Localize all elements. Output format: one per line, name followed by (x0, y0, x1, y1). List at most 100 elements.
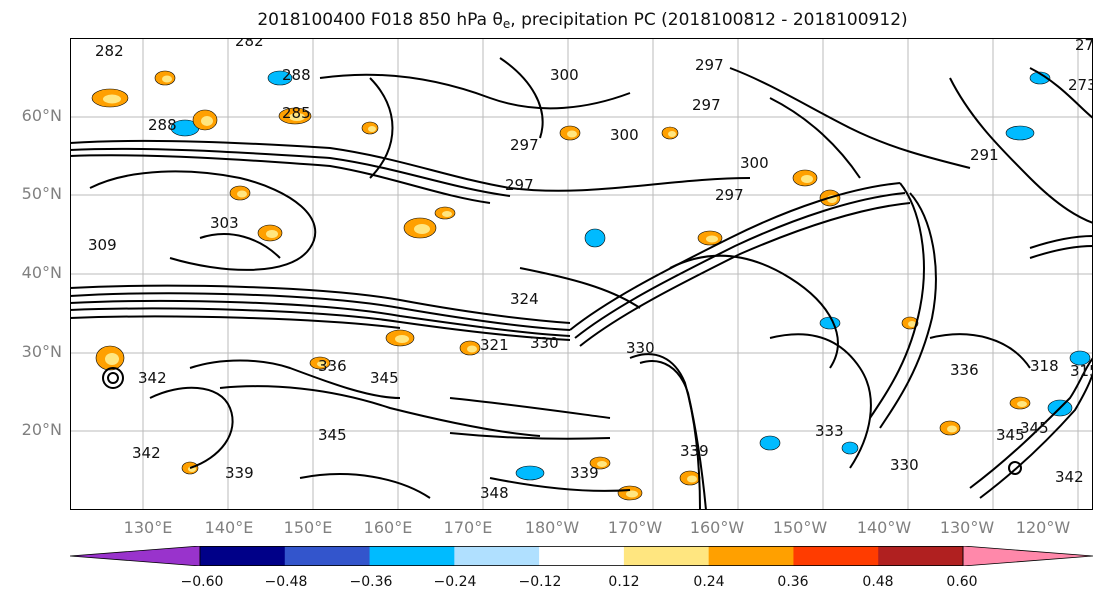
contour-label: 345 (318, 426, 347, 444)
contour-line (929, 333, 1031, 369)
contour-label: 297 (505, 176, 534, 194)
colorbar-tick: −0.60 (180, 574, 224, 590)
contour-line (769, 333, 872, 469)
contour-line (569, 182, 901, 331)
colorbar-extend-low (70, 546, 201, 566)
lat-label-60n: 60°N (21, 106, 62, 125)
precip-patch-core (395, 335, 409, 343)
contour-label: 336 (318, 357, 347, 375)
contour-label: 300 (610, 126, 639, 144)
contour-line (299, 473, 431, 499)
contour-line (199, 233, 281, 259)
precip-patch-core (442, 211, 452, 217)
lon-label-170e: 170°E (443, 518, 493, 537)
contour-line (70, 147, 511, 197)
contour-closed (102, 367, 124, 389)
contour-label: 309 (88, 236, 117, 254)
precip-patch-core (103, 94, 121, 104)
contour-line (769, 97, 861, 179)
colorbar-bin (878, 546, 964, 566)
precip-patch (1029, 71, 1051, 85)
contour-label: 342 (138, 369, 167, 387)
colorbar-tick: 0.24 (693, 574, 725, 590)
precip-patch (267, 70, 293, 86)
contour-line (449, 397, 611, 419)
lat-label-30n: 30°N (21, 342, 62, 361)
contour-label: 345 (370, 369, 399, 387)
contour-label: 330 (890, 456, 919, 474)
contour-label: 297 (695, 56, 724, 74)
precip-patch-core (597, 461, 607, 467)
contour-line (70, 154, 491, 204)
contour-line (70, 299, 571, 337)
colorbar-bin (284, 546, 371, 566)
contour-label: 300 (550, 66, 579, 84)
precip-patch-core (626, 490, 638, 498)
precip-patch-core (908, 321, 916, 327)
colorbar-tick: 0.60 (946, 574, 978, 590)
precip-patch-core (687, 475, 697, 483)
contour-line (499, 57, 544, 139)
contour-line (869, 182, 925, 419)
colorbar-bin (793, 546, 879, 566)
colorbar-tick: 0.12 (608, 574, 640, 590)
contour-line (149, 386, 234, 469)
contour-label: 342 (1055, 468, 1084, 486)
precip-patch-core (414, 224, 430, 234)
colorbar-tick: 0.48 (862, 574, 894, 590)
contour-line (1029, 67, 1093, 119)
contour-label: 303 (210, 214, 239, 232)
contour-label: 333 (815, 422, 844, 440)
colorbar-tick: 0.36 (777, 574, 809, 590)
contour-label: 339 (570, 464, 599, 482)
contour-label: 300 (740, 154, 769, 172)
lon-label-180w: 180°W (524, 518, 580, 537)
contour-line (729, 67, 971, 169)
lon-label-150e: 150°E (283, 518, 333, 537)
precip-patch (841, 441, 859, 455)
colorbar-bin (708, 546, 794, 566)
contour-label: 285 (282, 104, 311, 122)
contour-closed (1008, 461, 1022, 475)
colorbar-bin (200, 546, 286, 566)
contour-line (89, 170, 317, 271)
lon-label-130w: 130°W (939, 518, 995, 537)
lon-label-120w: 120°W (1015, 518, 1071, 537)
map-title: 2018100400 F018 850 hPa θe, precipitatio… (257, 10, 908, 31)
lon-label-140e: 140°E (204, 518, 254, 537)
colorbar-bin (539, 546, 625, 566)
precip-patch (515, 465, 545, 481)
theta-e-contours (70, 57, 1093, 510)
contour-labels: 282 282 288 288 285 297 300 300 297 297 300 291 273 2… (88, 38, 1093, 502)
contour-line (70, 284, 571, 324)
contour-line (879, 192, 937, 429)
contour-label: 276 (1075, 38, 1093, 54)
contour-label: 288 (148, 116, 177, 134)
lon-label-160e: 160°E (363, 518, 413, 537)
colorbar-bin (454, 546, 540, 566)
precip-patch (819, 316, 841, 330)
contour-label: 345 (996, 426, 1025, 444)
contour-line (574, 192, 906, 339)
contour-line (189, 359, 401, 399)
precip-patch-core (801, 175, 813, 183)
contour-line (70, 292, 571, 331)
contour-line (449, 432, 611, 440)
lat-label-20n: 20°N (21, 420, 62, 439)
colorbar-tick: −0.36 (349, 574, 393, 590)
precip-patch-core (467, 345, 477, 353)
contour-line (70, 139, 751, 192)
contour-label: 330 (626, 339, 655, 357)
contour-label: 297 (715, 186, 744, 204)
colorbar-bin (623, 546, 710, 566)
contour-label: 342 (132, 444, 161, 462)
precip-patch-core (947, 425, 957, 433)
precip-patch-core (317, 361, 327, 367)
contour-line (519, 267, 641, 309)
contour-closed (107, 372, 119, 384)
contour-line (489, 477, 631, 492)
lon-label-130e: 130°E (123, 518, 173, 537)
lon-label-150w: 150°W (772, 518, 828, 537)
contour-line (979, 372, 1093, 499)
precip-patch-core (266, 230, 278, 238)
